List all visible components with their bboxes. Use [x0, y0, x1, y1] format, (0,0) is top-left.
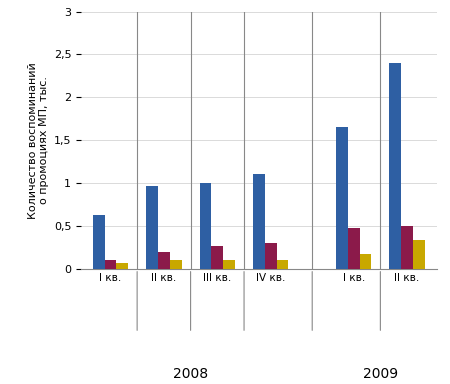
Bar	[116, 263, 128, 269]
Bar	[212, 246, 223, 269]
Bar	[348, 228, 360, 269]
Bar	[158, 252, 170, 269]
Bar	[146, 185, 158, 269]
Bar	[93, 215, 104, 269]
Text: 2008: 2008	[173, 367, 208, 381]
Bar	[253, 174, 265, 269]
Bar	[413, 240, 425, 269]
Bar	[389, 63, 401, 269]
Bar	[104, 260, 116, 269]
Bar	[223, 260, 235, 269]
Bar	[265, 243, 277, 269]
Bar	[360, 254, 371, 269]
Text: 2009: 2009	[363, 367, 398, 381]
Bar	[200, 183, 212, 269]
Bar	[277, 260, 288, 269]
Bar	[401, 226, 413, 269]
Y-axis label: Количество воспоминаний
о промоциях МП, тыс.: Количество воспоминаний о промоциях МП, …	[28, 62, 50, 218]
Bar	[336, 127, 348, 269]
Bar	[170, 260, 181, 269]
